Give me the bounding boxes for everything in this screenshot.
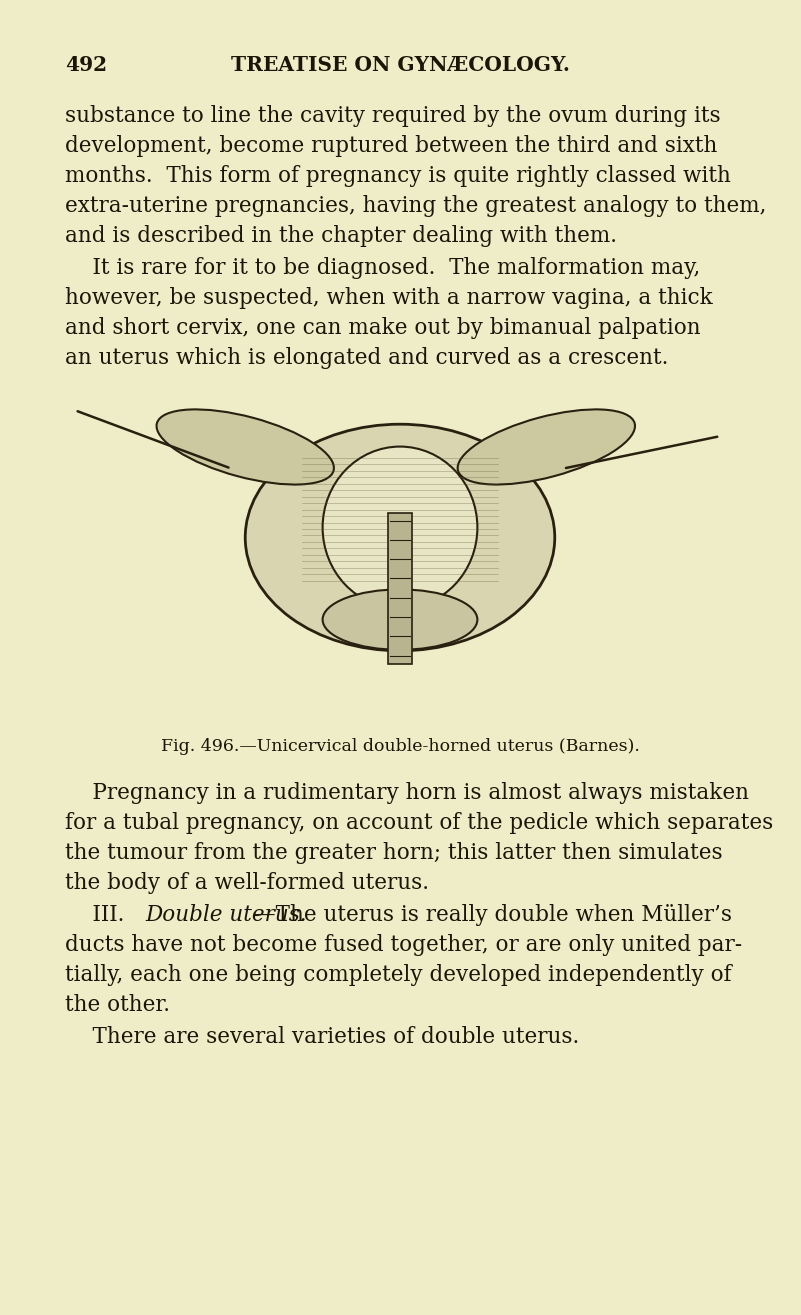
Text: Double uterus.: Double uterus. (146, 903, 308, 926)
Text: —The uterus is really double when Müller’s: —The uterus is really double when Müller… (254, 903, 732, 926)
Text: the body of a well-formed uterus.: the body of a well-formed uterus. (65, 872, 429, 894)
Ellipse shape (457, 409, 635, 484)
Text: the other.: the other. (65, 994, 170, 1016)
Text: It is rare for it to be diagnosed.  The malformation may,: It is rare for it to be diagnosed. The m… (65, 256, 700, 279)
Text: months.  This form of pregnancy is quite rightly classed with: months. This form of pregnancy is quite … (65, 164, 731, 187)
Text: Fig. 496.—Unicervical double-horned uterus (Barnes).: Fig. 496.—Unicervical double-horned uter… (160, 738, 639, 755)
Ellipse shape (156, 409, 334, 484)
Text: for a tubal pregnancy, on account of the pedicle which separates: for a tubal pregnancy, on account of the… (65, 811, 773, 834)
Ellipse shape (323, 589, 477, 650)
Ellipse shape (245, 425, 555, 651)
Text: and is described in the chapter dealing with them.: and is described in the chapter dealing … (65, 225, 617, 247)
Bar (65, 305, 735, 721)
Text: tially, each one being completely developed independently of: tially, each one being completely develo… (65, 964, 731, 986)
Text: TREATISE ON GYNÆCOLOGY.: TREATISE ON GYNÆCOLOGY. (231, 55, 570, 75)
Text: and short cervix, one can make out by bimanual palpation: and short cervix, one can make out by bi… (65, 317, 701, 339)
Text: III.: III. (65, 903, 138, 926)
Text: Pregnancy in a rudimentary horn is almost always mistaken: Pregnancy in a rudimentary horn is almos… (65, 782, 749, 803)
Text: however, be suspected, when with a narrow vagina, a thick: however, be suspected, when with a narro… (65, 287, 713, 309)
Bar (388, 513, 412, 664)
Text: substance to line the cavity required by the ovum during its: substance to line the cavity required by… (65, 105, 721, 128)
Text: the tumour from the greater horn; this latter then simulates: the tumour from the greater horn; this l… (65, 842, 723, 864)
Text: an uterus which is elongated and curved as a crescent.: an uterus which is elongated and curved … (65, 347, 668, 370)
Text: development, become ruptured between the third and sixth: development, become ruptured between the… (65, 135, 718, 156)
Text: ducts have not become fused together, or are only united par-: ducts have not become fused together, or… (65, 934, 742, 956)
Ellipse shape (323, 447, 477, 609)
Text: There are several varieties of double uterus.: There are several varieties of double ut… (65, 1026, 579, 1048)
Text: 492: 492 (65, 55, 107, 75)
Text: extra-uterine pregnancies, having the greatest analogy to them,: extra-uterine pregnancies, having the gr… (65, 195, 767, 217)
